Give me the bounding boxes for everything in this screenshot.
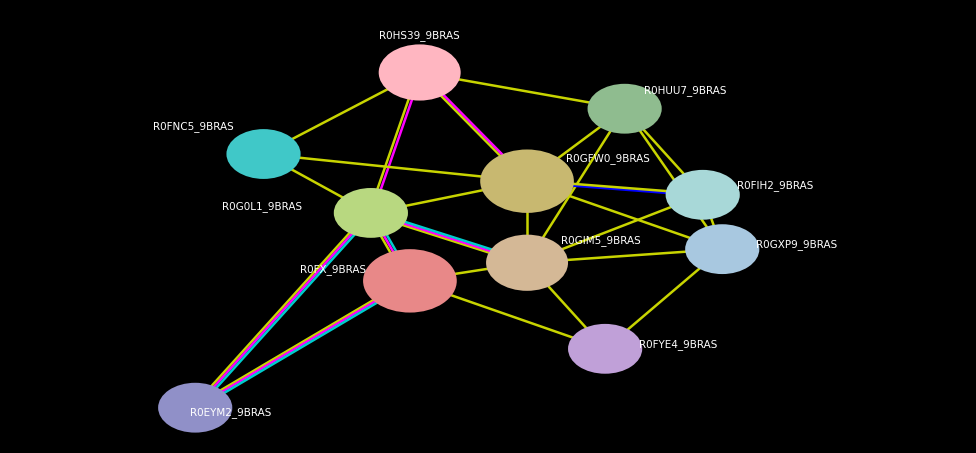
Ellipse shape — [158, 383, 232, 433]
Ellipse shape — [588, 84, 662, 134]
Text: R0EYM2_9BRAS: R0EYM2_9BRAS — [190, 407, 271, 418]
Ellipse shape — [666, 170, 740, 220]
Ellipse shape — [379, 44, 461, 101]
Text: R0FX_9BRAS: R0FX_9BRAS — [300, 264, 366, 275]
Text: R0HS39_9BRAS: R0HS39_9BRAS — [380, 30, 460, 41]
Ellipse shape — [363, 249, 457, 313]
Ellipse shape — [568, 324, 642, 374]
Text: R0FYE4_9BRAS: R0FYE4_9BRAS — [639, 339, 717, 350]
Ellipse shape — [486, 235, 568, 291]
Text: R0GIM5_9BRAS: R0GIM5_9BRAS — [561, 235, 641, 246]
Ellipse shape — [480, 149, 574, 213]
Text: R0G0L1_9BRAS: R0G0L1_9BRAS — [223, 201, 303, 212]
Text: R0GFW0_9BRAS: R0GFW0_9BRAS — [566, 153, 650, 164]
Text: R0FIH2_9BRAS: R0FIH2_9BRAS — [737, 180, 813, 191]
Text: R0FNC5_9BRAS: R0FNC5_9BRAS — [153, 121, 234, 132]
Text: R0GXP9_9BRAS: R0GXP9_9BRAS — [756, 239, 837, 250]
Ellipse shape — [334, 188, 408, 238]
Ellipse shape — [226, 129, 301, 179]
Ellipse shape — [685, 224, 759, 274]
Text: R0HUU7_9BRAS: R0HUU7_9BRAS — [644, 85, 727, 96]
